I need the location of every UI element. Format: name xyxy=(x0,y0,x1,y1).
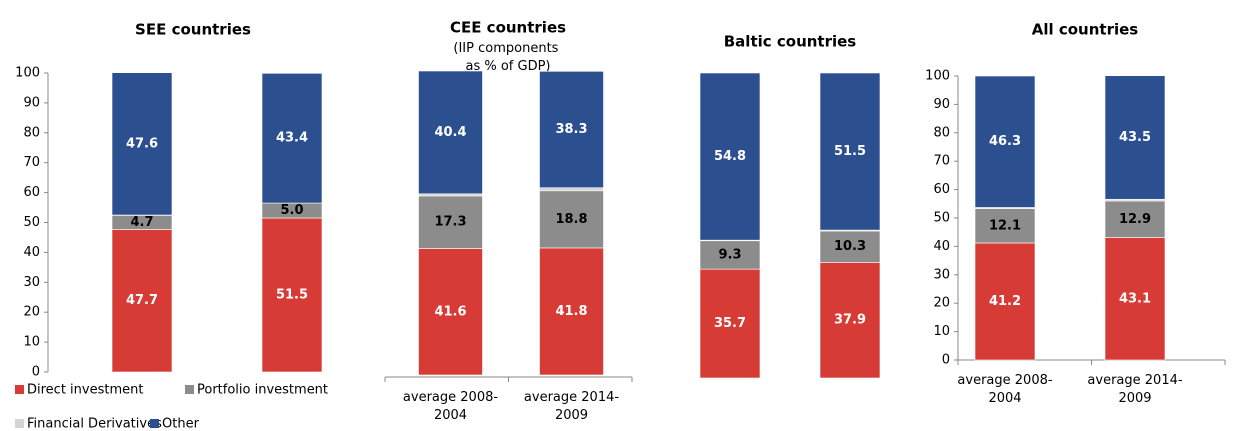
value-label: 41.8 xyxy=(555,304,587,319)
value-label: 43.4 xyxy=(276,131,308,146)
bar-segment xyxy=(111,72,173,216)
bar-segment xyxy=(418,195,483,249)
bar-segment xyxy=(418,248,483,376)
value-label: 35.7 xyxy=(714,316,746,331)
y-tick-label: 60 xyxy=(23,185,40,200)
y-tick-label: 10 xyxy=(933,324,950,339)
x-tick-label: average 2014-2009 xyxy=(1087,373,1182,406)
value-label: 9.3 xyxy=(718,247,741,262)
value-label: 51.5 xyxy=(276,288,308,303)
bar-segment xyxy=(1104,237,1166,361)
bar-segment xyxy=(111,229,173,373)
bar-segment xyxy=(1104,200,1166,238)
y-tick-label: 20 xyxy=(933,296,950,311)
bar-segment xyxy=(539,247,604,376)
bar-segment xyxy=(819,230,881,263)
x-tick-label: average 2008-2004 xyxy=(403,390,498,423)
y-tick-label: 70 xyxy=(933,154,950,169)
chart-title: CEE countries xyxy=(450,19,566,37)
bar-segment xyxy=(974,75,1036,208)
chart-title: Baltic countries xyxy=(724,33,857,51)
value-label: 41.6 xyxy=(434,304,466,319)
y-tick-label: 80 xyxy=(23,125,40,140)
y-tick-label: 100 xyxy=(15,66,40,81)
y-tick-label: 30 xyxy=(23,275,40,290)
bar-segment xyxy=(261,217,323,373)
value-label: 5.0 xyxy=(280,203,303,218)
value-label: 4.7 xyxy=(130,215,153,230)
value-label: 43.5 xyxy=(1119,130,1151,145)
chart-subtitle: (IIP components as % of GDP) xyxy=(453,41,562,74)
chart-title: All countries xyxy=(1032,21,1139,39)
y-tick-label: 0 xyxy=(32,365,40,380)
bar-segment xyxy=(699,72,761,241)
value-label: 40.4 xyxy=(434,125,466,140)
value-label: 41.2 xyxy=(989,294,1021,309)
y-tick-label: 90 xyxy=(933,97,950,112)
bar-segment xyxy=(539,190,604,249)
y-tick-label: 90 xyxy=(23,95,40,110)
legend-swatch xyxy=(185,385,194,394)
y-tick-label: 50 xyxy=(23,215,40,230)
value-label: 38.3 xyxy=(555,122,587,137)
legend-swatch xyxy=(15,385,24,394)
y-tick-label: 40 xyxy=(23,245,40,260)
bar-segment xyxy=(819,262,881,379)
value-label: 54.8 xyxy=(714,149,746,164)
chart-title: SEE countries xyxy=(135,21,251,39)
bar-segment xyxy=(261,72,323,204)
legend-label: Direct investment xyxy=(27,383,143,398)
bar-segment xyxy=(418,70,483,195)
bar-segment xyxy=(699,240,761,270)
value-label: 43.1 xyxy=(1119,291,1151,306)
value-label: 18.8 xyxy=(555,212,587,227)
legend-swatch xyxy=(150,419,159,428)
value-label: 12.1 xyxy=(989,218,1021,233)
legend-swatch xyxy=(15,419,24,428)
value-label: 12.9 xyxy=(1119,212,1151,227)
legend-label: Other xyxy=(162,417,200,431)
value-label: 10.3 xyxy=(834,239,866,254)
value-label: 51.5 xyxy=(834,144,866,159)
bar-segment xyxy=(974,208,1036,244)
bar-segment xyxy=(539,71,604,189)
y-tick-label: 40 xyxy=(933,239,950,254)
value-label: 47.6 xyxy=(126,136,158,151)
y-tick-label: 70 xyxy=(23,155,40,170)
y-tick-label: 80 xyxy=(933,125,950,140)
value-label: 47.7 xyxy=(126,293,158,308)
y-tick-label: 20 xyxy=(23,305,40,320)
bar-segment xyxy=(819,72,881,231)
bar-segment xyxy=(1104,75,1166,200)
legend-label: Portfolio investment xyxy=(197,383,328,398)
y-tick-label: 50 xyxy=(933,211,950,226)
x-tick-label: average 2008-2004 xyxy=(957,373,1052,406)
y-tick-label: 0 xyxy=(942,353,950,368)
y-tick-label: 10 xyxy=(23,335,40,350)
x-tick-label: average 2014-2009 xyxy=(524,390,619,423)
y-tick-label: 100 xyxy=(925,69,950,84)
bar-segment xyxy=(699,268,761,379)
value-label: 46.3 xyxy=(989,134,1021,149)
y-tick-label: 30 xyxy=(933,267,950,282)
value-label: 37.9 xyxy=(834,313,866,328)
y-tick-label: 60 xyxy=(933,182,950,197)
legend-label: Financial Derivatives xyxy=(27,417,162,431)
bar-segment xyxy=(974,242,1036,361)
value-label: 17.3 xyxy=(434,215,466,230)
